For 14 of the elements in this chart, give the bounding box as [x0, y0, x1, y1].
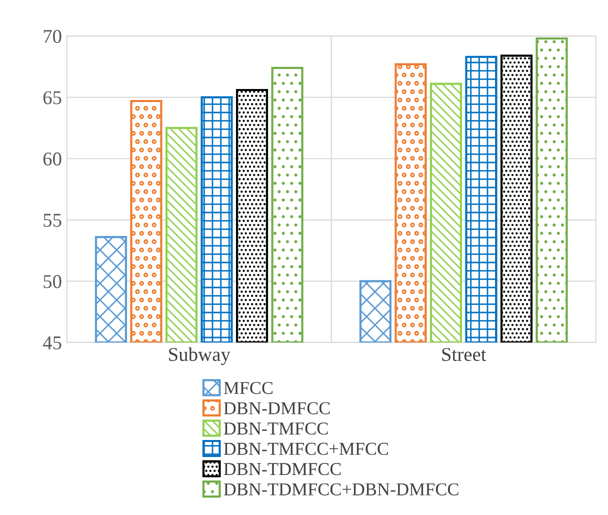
legend-label: DBN-TDMFCC: [224, 463, 341, 476]
x-tick-label: Subway: [169, 347, 230, 366]
y-tick-label: 50: [44, 275, 62, 288]
y-tick-label: 65: [43, 91, 62, 104]
legend-label: DBN-TDMFCC+DBN-DMFCC: [224, 483, 458, 496]
legend-label: DBN-TMFCC: [224, 422, 328, 435]
x-tick-label: Street: [442, 348, 486, 362]
y-tick-label: 60: [43, 152, 62, 166]
legend-label: MFCC: [224, 382, 273, 394]
legend-label: DBN-TMFCC+MFCC: [224, 442, 388, 455]
y-tick-label: 70: [44, 30, 62, 43]
y-tick-label: 45: [42, 336, 62, 350]
y-tick-label: 55: [44, 214, 62, 227]
legend-label: DBN-DMFCC: [224, 402, 330, 414]
